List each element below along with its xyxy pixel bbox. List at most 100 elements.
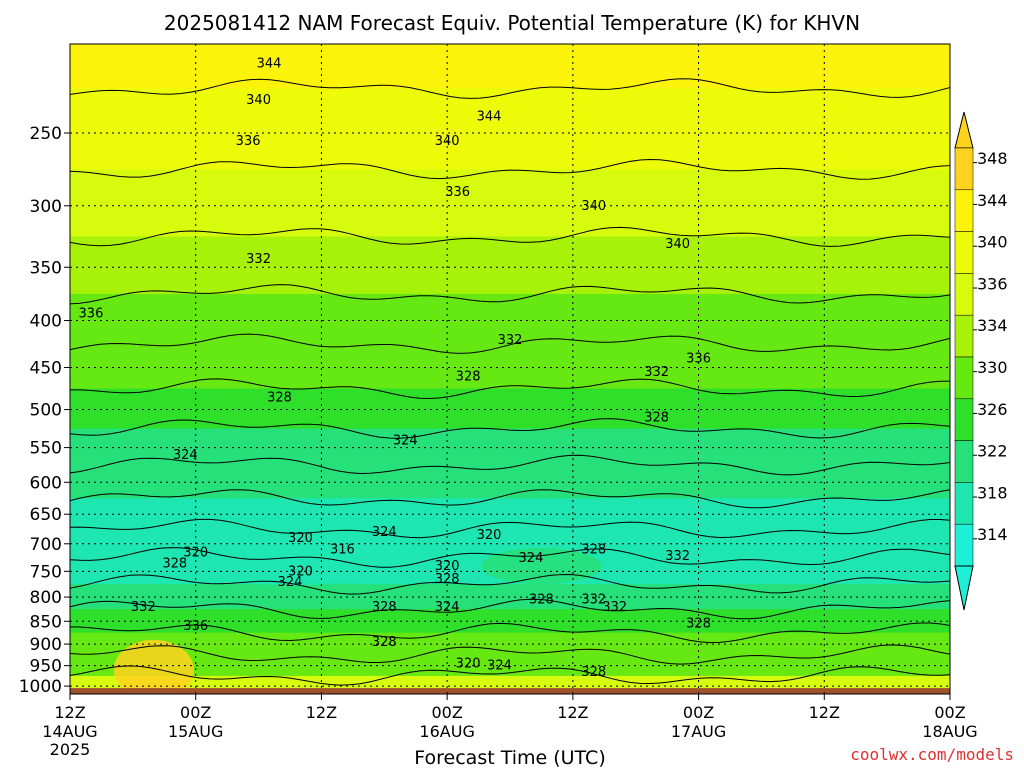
colorbar-label: 322 [977, 442, 1008, 461]
contour-line [70, 378, 950, 400]
x-tick-label: 00Z [431, 703, 462, 722]
x-tick-year: 2025 [50, 740, 91, 759]
field-band [70, 88, 950, 171]
colorbar-label: 336 [977, 274, 1008, 293]
contour-line [70, 78, 950, 99]
colorbar-swatch [954, 356, 974, 400]
y-tick-label: 300 [30, 197, 62, 217]
x-tick-label: 00Z [934, 703, 965, 722]
colorbar-swatch [954, 440, 974, 483]
contour-label: 320 [288, 531, 313, 546]
x-tick-date: 18AUG [922, 722, 977, 741]
x-tick-label: 12Z [809, 703, 840, 722]
colorbar-label: 344 [977, 191, 1008, 210]
contour-label: 344 [257, 56, 282, 71]
y-tick-label: 900 [30, 635, 62, 655]
contour-label: 332 [581, 593, 606, 608]
contour-label: 344 [477, 110, 502, 125]
contour-label: 332 [665, 549, 690, 564]
x-tick-date: 15AUG [168, 722, 223, 741]
credit-text: coolwx.com/models [850, 745, 1014, 764]
y-tick-label: 950 [30, 657, 62, 677]
contour-line [70, 489, 950, 509]
colorbar-arrow-bottom [954, 565, 974, 611]
field-band [70, 169, 950, 238]
contour-label: 324 [519, 551, 544, 566]
contour-label: 328 [267, 390, 292, 405]
contour-labels: 3443443403403363363403403363323323363323… [79, 56, 711, 679]
x-tick-label: 12Z [54, 703, 85, 722]
contour-label: 332 [602, 600, 627, 615]
contour-label: 340 [581, 199, 606, 214]
colorbar-label: 340 [977, 233, 1008, 252]
colorbar-label: 314 [977, 525, 1008, 544]
y-axis: 250 300 350 400 450 500 550 600 650 700 750 800 850 9… [19, 124, 70, 697]
y-tick-label: 550 [30, 439, 62, 459]
y-tick-label: 750 [30, 562, 62, 582]
contour-label: 324 [278, 575, 303, 590]
contour-label: 316 [330, 542, 355, 557]
contour-line [70, 518, 950, 539]
field-feature [398, 657, 539, 674]
y-tick-label: 700 [30, 535, 62, 555]
contour-label: 320 [477, 528, 502, 543]
contour-label: 340 [665, 237, 690, 252]
contour-label: 332 [131, 600, 156, 615]
contour-label: 336 [183, 619, 208, 634]
y-tick-label: 400 [30, 312, 62, 332]
contour-line [70, 573, 950, 595]
contour-label: 328 [581, 542, 606, 557]
colorbar-swatch [954, 231, 974, 274]
x-tick-label: 00Z [683, 703, 714, 722]
contour-label: 336 [445, 185, 470, 200]
x-axis-label: Forecast Time (UTC) [414, 747, 605, 768]
contour-line [70, 547, 950, 568]
contour-label: 336 [236, 134, 261, 149]
y-tick-label: 650 [30, 505, 62, 525]
contour-label: 324 [487, 659, 512, 674]
contour-label: 320 [435, 559, 460, 574]
y-tick-label: 450 [30, 359, 62, 379]
contour-line [70, 158, 950, 180]
field-band [70, 632, 950, 656]
field-band [70, 344, 950, 390]
contour-label: 324 [173, 448, 198, 463]
colorbar-swatch [954, 189, 974, 232]
contour-label: 328 [162, 556, 187, 571]
x-tick-label: 12Z [306, 703, 337, 722]
field-band [70, 44, 950, 90]
contour-line [70, 665, 950, 686]
colorbar-swatch [954, 273, 974, 316]
contour-label: 328 [686, 617, 711, 632]
contour-label: 320 [183, 545, 208, 560]
field-feature [113, 639, 194, 694]
y-tick-label: 500 [30, 401, 62, 421]
contour-label: 328 [435, 572, 460, 587]
colorbar-swatch [954, 398, 974, 441]
x-tick-date: 16AUG [419, 722, 474, 741]
y-tick-label: 850 [30, 612, 62, 632]
x-tick-label: 12Z [557, 703, 588, 722]
plot-area [70, 44, 950, 694]
contour-label: 320 [288, 564, 313, 579]
colorbar-swatch [954, 314, 974, 358]
contour-line [70, 622, 950, 644]
contour-label: 336 [686, 352, 711, 367]
colorbar-label: 326 [977, 400, 1008, 419]
contour-line [70, 333, 950, 354]
chart-title: 2025081412 NAM Forecast Equiv. Potential… [164, 11, 860, 35]
contour-line [70, 226, 950, 247]
contour-label: 340 [246, 93, 271, 108]
y-tick-label: 1000 [19, 677, 62, 697]
contour-label: 328 [372, 600, 397, 615]
contour-label: 336 [79, 306, 104, 321]
contour-line [70, 418, 950, 439]
field-band [70, 236, 950, 295]
y-tick-label: 800 [30, 588, 62, 608]
contour-label: 320 [456, 657, 481, 672]
contour-line [70, 454, 950, 476]
contour-label: 324 [435, 600, 460, 615]
colorbar-label: 334 [977, 316, 1008, 335]
